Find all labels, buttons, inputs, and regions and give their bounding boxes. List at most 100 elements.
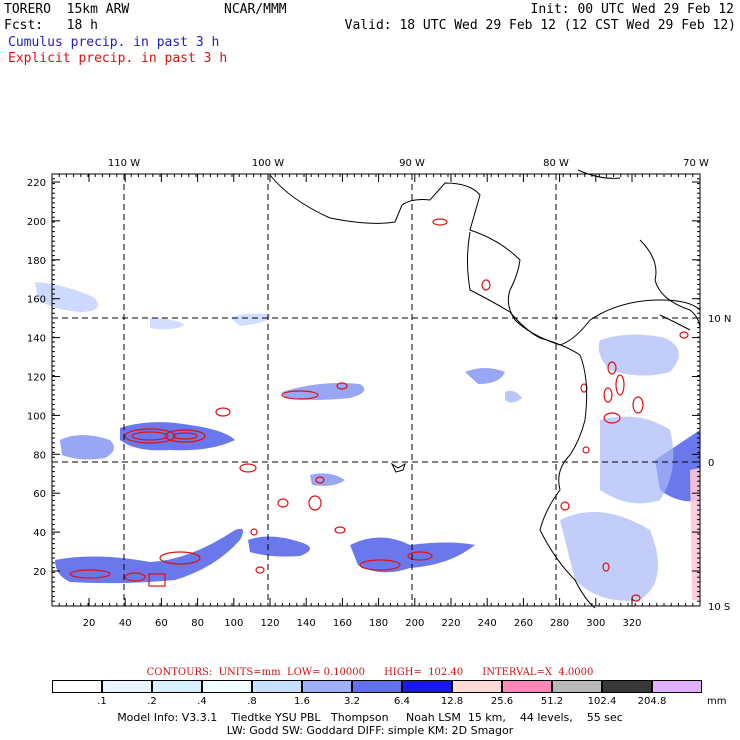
precip-contour xyxy=(164,429,206,443)
y-tick-label: 40 xyxy=(33,528,46,539)
colorbar-label: 102.4 xyxy=(587,696,617,707)
precip-area xyxy=(282,383,365,400)
colorbar-swatch xyxy=(202,680,252,693)
precip-contour xyxy=(336,382,348,390)
colorbar-label: 204.8 xyxy=(637,696,667,707)
precip-contour xyxy=(215,407,231,417)
precip-area xyxy=(150,318,185,330)
colorbar-label: 51.2 xyxy=(540,696,564,707)
axis-tick-labels: 220 200 180 160 140 120 100 80 60 40 20 20 40 60 80 100… xyxy=(27,158,731,629)
latitude-label: 10 S xyxy=(708,602,730,613)
precip-contour xyxy=(679,331,689,339)
contour-info: CONTOURS: UNITS=mm LOW= 0.10000 HIGH= 10… xyxy=(146,667,594,678)
precip-contour xyxy=(334,526,346,534)
precip-contour xyxy=(239,463,257,473)
colorbar-swatch xyxy=(602,680,652,693)
x-tick-label: 120 xyxy=(260,618,279,629)
precip-area xyxy=(60,435,114,460)
x-tick-label: 80 xyxy=(191,618,204,629)
precip-area xyxy=(465,368,505,384)
colorbar-label: .1 xyxy=(97,696,107,707)
x-tick-label: 180 xyxy=(369,618,388,629)
x-tick-label: 100 xyxy=(224,618,243,629)
y-tick-label: 60 xyxy=(33,489,46,500)
precip-area xyxy=(55,528,244,584)
precip-area xyxy=(35,282,98,312)
x-tick-label: 200 xyxy=(405,618,424,629)
precip-area xyxy=(598,334,679,376)
x-tick-label: 220 xyxy=(441,618,460,629)
colorbar-swatch xyxy=(52,680,102,693)
precip-contour xyxy=(359,559,401,571)
precip-contour xyxy=(159,551,201,565)
y-tick-label: 200 xyxy=(27,217,46,228)
y-tick-label: 100 xyxy=(27,411,46,422)
colorbar-label: .2 xyxy=(147,696,157,707)
init-time: Init: 00 UTC Wed 29 Feb 12 xyxy=(530,2,735,17)
colorbar-label: .4 xyxy=(197,696,207,707)
colorbar-label: 12.8 xyxy=(440,696,464,707)
x-tick-label: 60 xyxy=(155,618,168,629)
latitude-label: 0 xyxy=(708,458,714,469)
y-tick-label: 160 xyxy=(27,295,46,306)
x-tick-label: 160 xyxy=(333,618,352,629)
y-tick-label: 80 xyxy=(33,450,46,461)
physics-info: LW: Godd SW: Goddard DIFF: simple KM: 2D… xyxy=(226,724,514,737)
valid-time: Valid: 18 UTC Wed 29 Feb 12 (12 CST Wed … xyxy=(344,18,736,33)
latitude-label: 10 N xyxy=(708,314,731,325)
colorbar-swatch xyxy=(252,680,302,693)
longitude-label: 100 W xyxy=(252,158,284,169)
x-tick-label: 280 xyxy=(550,618,569,629)
precip-contour xyxy=(172,432,198,440)
precip-contour xyxy=(131,431,169,441)
forecast-hour: Fcst: 18 h xyxy=(4,18,98,33)
lat-lon-grid xyxy=(52,174,700,606)
colorbar-swatch xyxy=(352,680,402,693)
y-tick-label: 140 xyxy=(27,334,46,345)
colorbar-swatch xyxy=(502,680,552,693)
axis-ticks xyxy=(51,173,700,607)
field-explicit-label: Explicit precip. in past 3 h xyxy=(8,51,228,66)
precip-contour xyxy=(603,387,613,403)
precip-contour xyxy=(308,495,322,511)
precip-area xyxy=(310,473,345,486)
x-tick-label: 40 xyxy=(119,618,132,629)
x-tick-label: 300 xyxy=(586,618,605,629)
precip-contour xyxy=(602,562,610,572)
model-info: Model Info: V3.3.1 Tiedtke YSU PBL Thomp… xyxy=(117,711,623,724)
precip-contour xyxy=(607,361,617,375)
colorbar-label: 25.6 xyxy=(490,696,514,707)
center-name: NCAR/MMM xyxy=(224,2,287,17)
colorbar-swatch xyxy=(652,680,702,693)
longitude-label: 80 W xyxy=(543,158,569,169)
longitude-label: 110 W xyxy=(108,158,140,169)
colorbar-swatch xyxy=(302,680,352,693)
precip-contour xyxy=(277,498,289,508)
precip-area xyxy=(600,416,674,504)
precip-contour xyxy=(632,396,644,414)
precip-area xyxy=(560,512,658,601)
precip-contour xyxy=(582,446,590,454)
x-tick-label: 320 xyxy=(622,618,641,629)
colorbar-label: 1.6 xyxy=(294,696,310,707)
colorbar-unit: mm xyxy=(707,696,727,707)
y-tick-label: 120 xyxy=(27,373,46,384)
precip-contour xyxy=(407,551,433,561)
precip-area xyxy=(248,536,310,557)
model-title: TORERO 15km ARW xyxy=(4,2,130,17)
precip-contour xyxy=(250,528,258,536)
precip-contour xyxy=(255,566,265,574)
colorbar-swatch xyxy=(152,680,202,693)
precip-area xyxy=(230,313,271,326)
precip-contour xyxy=(124,428,176,444)
precip-contour xyxy=(315,476,325,484)
colorbar-label: 6.4 xyxy=(394,696,410,707)
longitude-label: 70 W xyxy=(683,158,709,169)
precip-contour xyxy=(560,501,570,511)
precip-contour xyxy=(481,279,491,291)
x-tick-label: 260 xyxy=(514,618,533,629)
y-tick-label: 20 xyxy=(33,567,46,578)
x-tick-label: 240 xyxy=(478,618,497,629)
precip-area xyxy=(505,390,522,403)
